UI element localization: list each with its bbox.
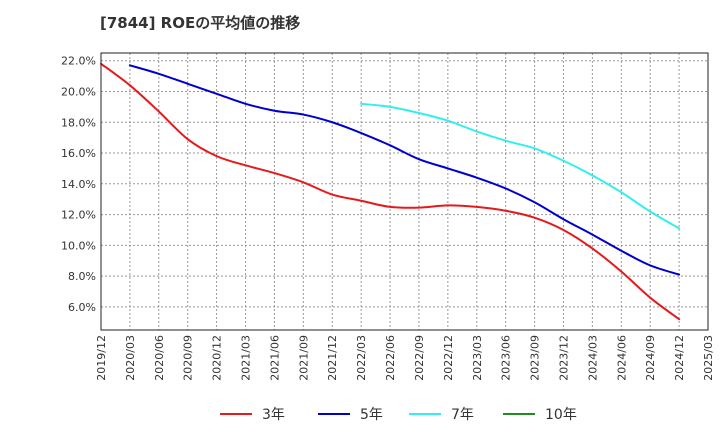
plot-area: [100, 52, 709, 331]
y-tick-label: 6.0%: [68, 301, 96, 314]
legend-label: 10年: [545, 407, 577, 423]
x-tick-label: 2022/06: [384, 335, 397, 381]
grid-layer: [101, 53, 708, 330]
x-tick-label: 2024/06: [615, 335, 628, 381]
y-axis-ticks: 6.0% 8.0% 10.0% 12.0% 14.0% 16.0% 18.0% 20.0% 22…: [61, 55, 96, 314]
x-tick-label: 2023/12: [557, 335, 570, 381]
x-tick-label: 2021/06: [268, 335, 281, 381]
x-tick-label: 2022/12: [442, 335, 455, 381]
legend-label: 5年: [360, 407, 383, 423]
y-tick-label: 18.0%: [61, 116, 96, 129]
y-tick-label: 10.0%: [61, 239, 96, 252]
x-tick-label: 2021/09: [297, 335, 310, 381]
y-tick-label: 20.0%: [61, 85, 96, 98]
y-tick-label: 8.0%: [68, 270, 96, 283]
x-tick-label: 2020/06: [153, 335, 166, 381]
y-tick-label: 12.0%: [61, 209, 96, 222]
series-layer: [100, 62, 681, 321]
y-tick-label: 16.0%: [61, 147, 96, 160]
x-tick-label: 2020/12: [211, 335, 224, 381]
x-tick-label: 2020/03: [124, 335, 137, 381]
x-tick-label: 2024/12: [673, 335, 686, 381]
x-tick-label: 2023/06: [500, 335, 513, 381]
series-line: [128, 64, 681, 276]
y-tick-label: 14.0%: [61, 178, 96, 191]
x-tick-label: 2022/09: [413, 335, 426, 381]
x-tick-label: 2025/03: [702, 335, 715, 381]
x-tick-label: 2023/03: [471, 335, 484, 381]
x-tick-label: 2024/03: [586, 335, 599, 381]
x-tick-label: 2022/03: [355, 335, 368, 381]
x-tick-label: 2021/12: [326, 335, 339, 381]
y-tick-label: 22.0%: [61, 55, 96, 68]
x-tick-label: 2020/09: [182, 335, 195, 381]
chart-title: [7844] ROEの平均値の推移: [100, 14, 301, 32]
x-tick-label: 2024/09: [644, 335, 657, 381]
legend: 3年 5年 7年 10年: [220, 407, 577, 423]
legend-label: 7年: [451, 407, 474, 423]
x-tick-label: 2021/03: [240, 335, 253, 381]
x-tick-label: 2023/09: [529, 335, 542, 381]
legend-label: 3年: [262, 407, 285, 423]
x-tick-label: 2019/12: [95, 335, 108, 381]
x-axis-ticks: 2019/12 2020/03 2020/06 2020/09 2020/12 2021/…: [95, 335, 715, 381]
series-line: [100, 62, 681, 321]
series-line: [360, 102, 681, 230]
